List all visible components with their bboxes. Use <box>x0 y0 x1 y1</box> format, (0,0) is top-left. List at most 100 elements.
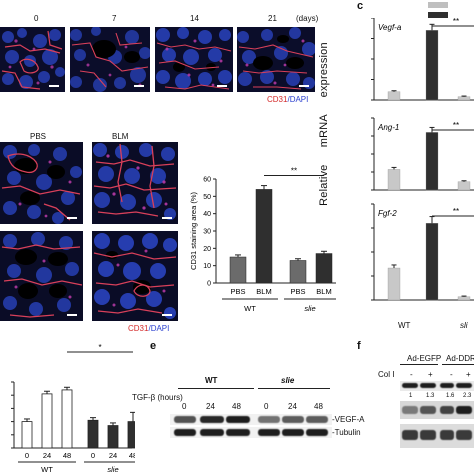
y-tick-label: 40 <box>203 211 211 218</box>
significance-marker: ** <box>453 207 459 216</box>
chart-cd31-staining-area: 0 10 20 30 40 50 60 CD31 staining area (%) PBS BL… <box>190 167 336 313</box>
panel-letter-f: f <box>357 340 361 352</box>
bar <box>425 30 439 101</box>
x-tick-label: 24 <box>109 451 117 460</box>
group-label-slie-e: slie <box>281 376 295 385</box>
band-f-top-1 <box>402 383 418 388</box>
stain-label-cd31: CD31 <box>128 324 149 333</box>
gene-label: Ang-1 <box>377 123 399 132</box>
bar <box>457 181 471 191</box>
group-label-slie: slie <box>107 465 118 474</box>
micrograph-day-7 <box>70 27 150 92</box>
lane-label-4: 0 <box>264 402 269 411</box>
row-label-tubulin: -Tubulin <box>332 428 361 437</box>
time-label-7: 7 <box>112 14 117 23</box>
lane-label-3: 48 <box>232 402 241 411</box>
x-tick-label: BLM <box>256 287 271 296</box>
ylabel-mrna: mRNA <box>318 114 330 148</box>
band-f-top-2 <box>420 383 436 388</box>
band-f-bot-4 <box>456 430 472 440</box>
scale-bar <box>67 314 77 316</box>
band-vegfa-3 <box>226 416 250 423</box>
gene-label: Vegf-a <box>378 23 402 32</box>
bar <box>387 169 401 191</box>
legend-swatch-dark <box>428 12 448 18</box>
stain-label-sep: / <box>148 324 151 333</box>
group-label-ad-egfp: Ad-EGFP <box>407 354 442 363</box>
ylabel-c: Relative mRNA expression <box>318 34 330 214</box>
bar <box>387 267 401 301</box>
group-label-ad-ddr: Ad-DDR <box>446 354 474 363</box>
micrograph-slie-blm <box>92 231 178 321</box>
scale-bar <box>134 85 144 87</box>
time-label-0: 0 <box>34 14 39 23</box>
x-tick-label: 24 <box>43 451 51 460</box>
treatment-plus-2: + <box>466 370 471 379</box>
band-f-bot-1 <box>402 430 418 440</box>
bar <box>457 96 471 101</box>
bar <box>387 91 401 101</box>
band-f-top-3 <box>440 383 454 388</box>
band-f-mid-2 <box>420 406 436 414</box>
micrograph-day-21 <box>237 27 315 92</box>
y-axis-label: CD31 staining area (%) <box>190 192 198 270</box>
micrograph-slie-pbs <box>0 231 83 321</box>
x-tick-label: PBS <box>230 287 245 296</box>
group-line-wt-e <box>178 388 254 389</box>
treatment-label-e: TGF-β (hours) <box>132 393 183 402</box>
bar <box>229 256 247 284</box>
y-tick-label: 10 <box>203 263 211 270</box>
micrograph-wt-pbs <box>0 142 83 224</box>
panel-letter-c: c <box>357 0 364 12</box>
blot-row-vegfa <box>170 414 332 425</box>
x-tick-label: 48 <box>129 451 135 460</box>
blot-f-bottom <box>400 424 474 448</box>
x-tick-label: BLM <box>316 287 331 296</box>
gene-label: Fgf-2 <box>378 209 397 218</box>
band-vegfa-2 <box>200 416 224 423</box>
band-tubulin-1 <box>174 429 196 436</box>
stain-label-cd31: CD31 <box>267 95 288 104</box>
significance-marker: ** <box>453 18 459 26</box>
bar <box>457 296 471 301</box>
band-f-mid-3 <box>440 406 454 414</box>
lane-label-1: 0 <box>182 402 187 411</box>
y-tick-label: 50 <box>203 194 211 201</box>
x-tick-label: 48 <box>63 451 71 460</box>
band-vegfa-5 <box>282 416 304 423</box>
bar <box>289 260 307 284</box>
bar <box>87 419 99 449</box>
bar <box>127 421 135 449</box>
y-tick-label: 20 <box>203 246 211 253</box>
band-tubulin-4 <box>258 429 280 436</box>
group-label-wt: WT <box>41 465 53 474</box>
group-line-ad-egfp <box>400 364 438 365</box>
band-f-bot-3 <box>440 430 454 440</box>
row-label-vegfa: -VEGF-A <box>332 415 365 424</box>
panel-letter-e: e <box>150 340 157 352</box>
scale-bar <box>49 85 59 87</box>
band-tubulin-5 <box>282 429 304 436</box>
legend-swatch-light <box>428 2 448 8</box>
bar <box>315 253 333 284</box>
scale-bar <box>162 217 172 219</box>
group-label-wt-e: WT <box>205 376 218 385</box>
group-label-slie: slie <box>304 304 315 313</box>
group-label-slie-c: sli <box>460 321 468 330</box>
stain-legend-b: CD31/DAPI <box>128 324 169 333</box>
bar <box>255 189 273 284</box>
significance-marker: ** <box>453 121 459 130</box>
bar <box>425 223 439 301</box>
lane-label-6: 48 <box>314 402 323 411</box>
bar <box>425 132 439 191</box>
blot-f-top <box>400 381 474 391</box>
band-tubulin-6 <box>306 429 328 436</box>
bar <box>107 425 119 449</box>
significance-marker: ** <box>291 167 297 176</box>
stain-label-dapi: DAPI <box>289 95 309 104</box>
quant-value-1: 1 <box>409 393 413 399</box>
group-line-slie-e <box>258 388 330 389</box>
band-f-bot-2 <box>420 430 436 440</box>
bar <box>61 389 73 449</box>
band-tubulin-3 <box>226 429 250 436</box>
